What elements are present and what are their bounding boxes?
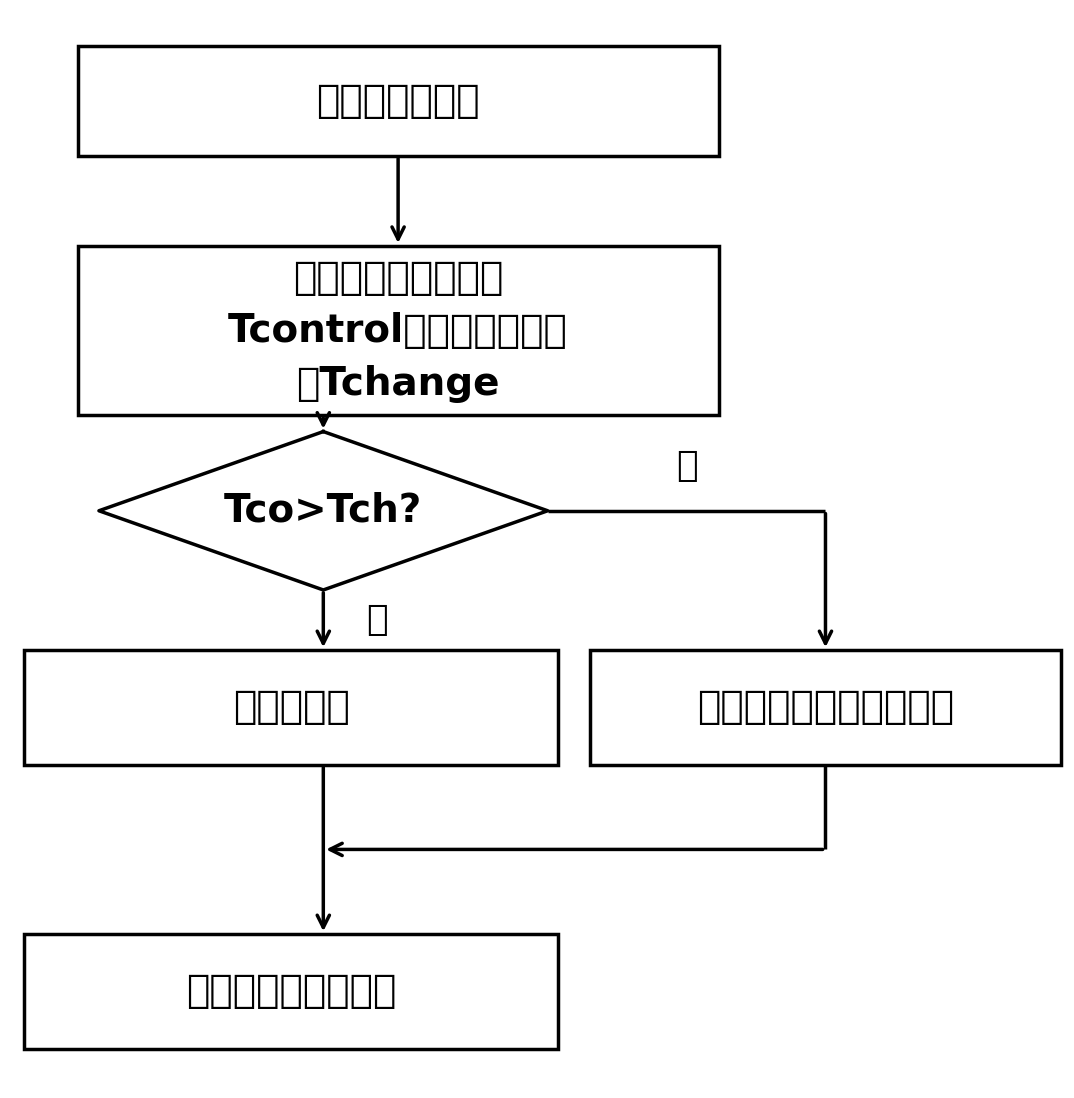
Text: 发电机调整修正切负荷量: 发电机调整修正切负荷量 [697, 688, 954, 727]
Bar [24, 650, 558, 765]
Bar [24, 934, 558, 1049]
Text: 计算过负荷控制时间
Tcontrol和发电机调整时
间Tchange: 计算过负荷控制时间 Tcontrol和发电机调整时 间Tchange [228, 258, 568, 403]
Text: 过负荷控制过程: 过负荷控制过程 [316, 82, 480, 120]
Bar [77, 46, 719, 156]
Text: Tco>Tch?: Tco>Tch? [224, 492, 422, 529]
Text: 否: 否 [676, 449, 697, 483]
Text: 发电机调整: 发电机调整 [233, 688, 350, 727]
Text: 是: 是 [366, 603, 388, 637]
Bar [591, 650, 1060, 765]
Text: 退出过负荷控制过程: 退出过负荷控制过程 [186, 973, 396, 1010]
Bar [77, 246, 719, 415]
Polygon shape [99, 432, 548, 590]
